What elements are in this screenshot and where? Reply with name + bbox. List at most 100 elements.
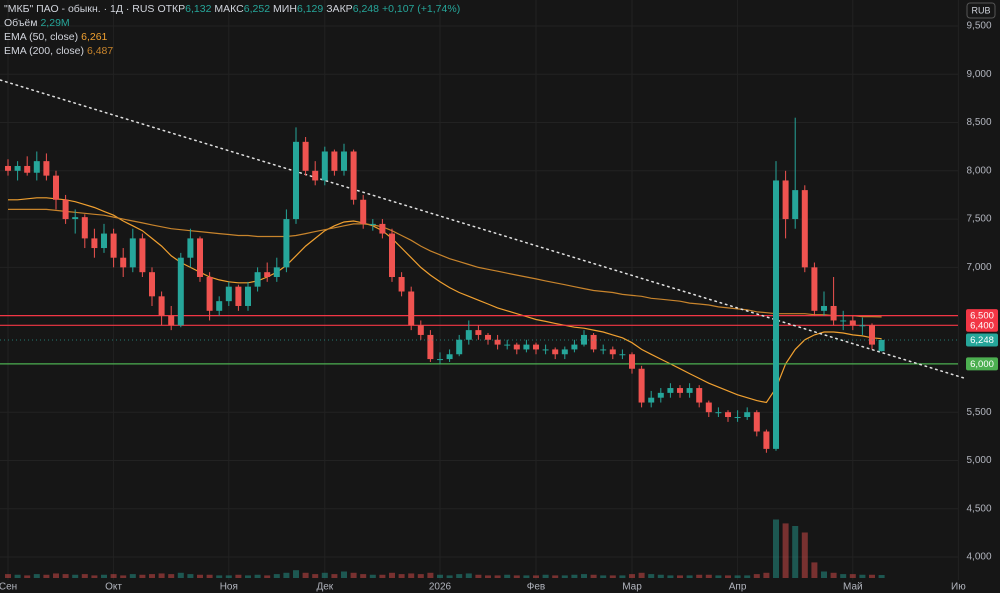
- volume-bar: [648, 574, 655, 578]
- volume-bar: [801, 532, 808, 578]
- volume-bar: [619, 575, 626, 578]
- candle-body: [561, 349, 568, 355]
- candle-body: [321, 151, 328, 181]
- candle-body: [878, 339, 885, 352]
- volume-bar: [312, 574, 319, 578]
- candle-body: [494, 339, 501, 345]
- volume-bar: [350, 572, 357, 578]
- volume-bar: [677, 575, 683, 578]
- candle-body: [677, 388, 683, 393]
- volume-bar: [446, 575, 453, 578]
- volume-bar: [53, 573, 59, 578]
- volume-bar: [360, 574, 367, 578]
- legend: "МКБ" ПАО - обыкн. · 1Д · RUS ОТКР6,132 МА…: [4, 2, 463, 58]
- x-tick-label: Дек: [316, 582, 333, 593]
- volume-bar: [379, 574, 386, 578]
- volume-bar: [523, 575, 530, 578]
- volume-bar: [869, 574, 875, 578]
- candle-body: [91, 238, 98, 249]
- volume-bar: [14, 574, 21, 578]
- ohlc-value: 6,248: [352, 3, 379, 15]
- volume-bar: [120, 575, 127, 578]
- volume-bar: [101, 574, 107, 578]
- candle-body: [398, 277, 405, 292]
- volume-bar: [139, 574, 146, 578]
- candle-body: [254, 272, 261, 287]
- candle-body: [629, 354, 635, 369]
- volume-bar: [91, 575, 98, 578]
- volume-bar: [456, 574, 463, 578]
- volume-bar: [821, 571, 827, 578]
- ohlc-value: 6,129: [296, 3, 324, 15]
- candle-body: [773, 180, 779, 449]
- candle-body: [283, 219, 290, 268]
- y-tick-label: 4,000: [966, 552, 991, 563]
- y-tick-label: 9,500: [966, 21, 991, 32]
- volume-bar: [33, 574, 40, 578]
- level-label: 6,000: [970, 359, 994, 370]
- volume-bar: [859, 574, 866, 578]
- candle-body: [197, 238, 203, 278]
- x-tick-label: 2026: [429, 582, 452, 593]
- candle-body: [341, 151, 347, 171]
- candle-body: [849, 320, 856, 326]
- candle-body: [638, 368, 645, 403]
- candle-body: [571, 344, 578, 350]
- volume-bar: [609, 575, 616, 578]
- volume-bar: [129, 574, 136, 578]
- volume-bar: [168, 574, 175, 578]
- legend-name: EMA (200, close): [4, 45, 84, 57]
- volume-bar: [590, 574, 597, 578]
- legend-value: 6,261: [81, 31, 108, 43]
- volume-bar: [302, 572, 309, 578]
- volume-bar: [686, 575, 693, 578]
- volume-bar: [24, 575, 31, 578]
- last-price-box: [966, 333, 998, 347]
- candle-body: [782, 180, 789, 220]
- candle-body: [523, 344, 530, 350]
- candle-body: [331, 151, 338, 171]
- volume-bar: [744, 575, 751, 578]
- y-tick-label: 7,500: [966, 214, 991, 225]
- candle-body: [139, 238, 146, 273]
- candle-body: [408, 291, 415, 326]
- volume-bar: [216, 575, 223, 578]
- volume-bar: [878, 575, 885, 578]
- candle-body: [158, 296, 165, 316]
- candle-body: [715, 412, 722, 414]
- volume-bar: [398, 574, 405, 578]
- volume-bar: [581, 574, 587, 578]
- volume-bar: [5, 574, 11, 578]
- volume-bar: [62, 574, 69, 578]
- volume-bar: [753, 574, 760, 578]
- volume-bar: [331, 574, 338, 578]
- level-label: 6,400: [970, 320, 994, 331]
- instrument-title: "МКБ" ПАО - обыкн. · 1Д · RUS: [4, 3, 155, 15]
- candle-body: [504, 344, 511, 346]
- candle-body: [648, 397, 655, 403]
- candle-body: [62, 199, 69, 220]
- volume-bar: [513, 575, 520, 578]
- y-tick-label: 5,500: [966, 407, 991, 418]
- candle-body: [734, 417, 741, 419]
- candle-body: [609, 349, 616, 355]
- candle-body: [24, 165, 31, 173]
- volume-bar: [830, 572, 837, 578]
- candle-body: [590, 334, 597, 350]
- volume-bar: [734, 575, 741, 578]
- candle-body: [427, 334, 434, 360]
- volume-bar: [254, 574, 261, 578]
- candle-body: [72, 217, 79, 220]
- volume-bar: [197, 574, 203, 578]
- volume-bar: [696, 574, 703, 578]
- candle-body: [542, 349, 549, 351]
- volume-bar: [177, 572, 184, 578]
- x-tick-label: Фев: [527, 582, 545, 593]
- candle-body: [302, 141, 309, 171]
- candle-body: [840, 320, 847, 322]
- volume-bar: [235, 574, 242, 578]
- last-price-label: 6,248: [970, 335, 994, 346]
- volume-bar: [369, 574, 376, 578]
